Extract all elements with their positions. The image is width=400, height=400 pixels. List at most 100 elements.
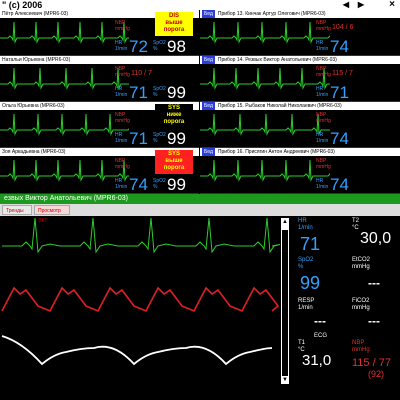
resp-waveform bbox=[1, 335, 273, 366]
nbp-label: NBP bbox=[115, 158, 126, 164]
resp-label: RESP bbox=[298, 298, 315, 304]
etco2-unit: mmHg bbox=[352, 264, 370, 270]
window-title-bar: " (c) 2006 ◀ ▶ × bbox=[0, 0, 400, 10]
bed-button[interactable]: Бед bbox=[202, 56, 215, 64]
hr-value: 74 bbox=[330, 175, 349, 194]
scroll-up-button[interactable]: ▲ bbox=[282, 219, 288, 225]
hr-unit: 1/min bbox=[316, 92, 329, 98]
alarm-text: порога bbox=[163, 119, 185, 125]
tab-trends[interactable]: Тренды bbox=[2, 205, 32, 215]
alarm-text: порога bbox=[163, 27, 185, 33]
spo2-value: 99 bbox=[167, 83, 186, 102]
hr-unit: 1/min bbox=[298, 225, 313, 231]
window-title: " (c) 2006 bbox=[2, 0, 43, 10]
hr-label: HR bbox=[316, 178, 324, 184]
hr-value: 72 bbox=[129, 37, 148, 56]
nbp-unit: mmHg bbox=[352, 347, 370, 353]
hr-unit: 1/min bbox=[115, 184, 128, 190]
spo2-value: 99 bbox=[300, 273, 321, 293]
nbp-label: NBP bbox=[115, 112, 126, 118]
tile-ecg-waveform bbox=[200, 67, 330, 90]
patient-tile[interactable]: Бед Прибор 16. Присягин Антон Андреевич (… bbox=[200, 148, 400, 194]
patient-name: Пётр Алексеевич (MPR6-03) bbox=[2, 11, 69, 17]
hr-value: 74 bbox=[330, 37, 349, 56]
tile-header: Ольга Юрьевна (MPR6-03) bbox=[0, 102, 199, 110]
patient-tile[interactable]: Натальи Юрьевна (MPR6-03) NBP mmHg 110 / 7 H… bbox=[0, 56, 199, 102]
etco2-label: EtCO2 bbox=[352, 257, 371, 263]
tile-ecg-waveform bbox=[200, 21, 330, 44]
fico2-unit: mmHg bbox=[352, 305, 370, 311]
t1-label: T1 bbox=[298, 340, 306, 346]
fico2-label: FiCO2 bbox=[352, 298, 370, 304]
hr-label: HR bbox=[316, 40, 324, 46]
parameter-scrollbar[interactable]: ▲ ▼ bbox=[281, 218, 289, 384]
bed-button[interactable]: Бед bbox=[202, 102, 215, 110]
patient-tile[interactable]: Пётр Алексеевич (MPR6-03) NBP mmHg HR 1/min 7… bbox=[0, 10, 199, 56]
nbp-label: NBP bbox=[115, 20, 126, 26]
alarm-text: порога bbox=[163, 165, 185, 171]
spo2-label: SpO2 bbox=[298, 257, 314, 263]
nbp-unit: mmHg bbox=[115, 164, 130, 170]
nbp-unit: mmHg bbox=[316, 26, 331, 32]
main-waveform-area bbox=[1, 217, 280, 366]
nbp-unit: mmHg bbox=[115, 26, 130, 32]
hr-value: 74 bbox=[330, 129, 349, 148]
hr-unit: 1/min bbox=[316, 184, 329, 190]
patient-name: Прибор 14. Резвых Виктор Анатольевич (MP… bbox=[217, 57, 337, 63]
nbp-mean: (92) bbox=[368, 369, 385, 379]
hr-label: HR bbox=[115, 132, 123, 138]
hr-value: 71 bbox=[330, 83, 349, 102]
patient-tile[interactable]: Бед Прибор 14. Резвых Виктор Анатольевич … bbox=[200, 56, 400, 102]
nbp-unit: mmHg bbox=[316, 118, 331, 124]
fico2-value: --- bbox=[368, 314, 380, 328]
scroll-left-button[interactable]: ◀ bbox=[342, 0, 350, 9]
tile-ecg-waveform bbox=[200, 113, 330, 136]
patient-name: Натальи Юрьевна (MPR6-03) bbox=[2, 57, 71, 63]
alarm-badge: SYS выше порога bbox=[155, 150, 193, 174]
etco2-value: --- bbox=[368, 276, 380, 290]
scroll-right-button[interactable]: ▶ bbox=[357, 0, 365, 9]
nbp-unit: mmHg bbox=[115, 118, 130, 124]
nbp-unit: mmHg bbox=[316, 72, 331, 78]
hr-label: HR bbox=[298, 218, 307, 224]
nbp-label: NBP bbox=[352, 340, 365, 346]
hr-value: 74 bbox=[129, 175, 148, 194]
ecg-label: ECG bbox=[314, 333, 328, 339]
spo2-label: SpO2 bbox=[153, 40, 166, 46]
patient-tile[interactable]: Бед Прибор 13. Кинчак Артур Олегович (MPR… bbox=[200, 10, 400, 56]
hr-label: HR bbox=[115, 40, 123, 46]
spo2-unit: % bbox=[298, 264, 304, 270]
patient-name: Прибор 13. Кинчак Артур Олегович (MPR6-0… bbox=[217, 11, 326, 17]
hr-value: 71 bbox=[129, 129, 148, 148]
nbp-label: NBP bbox=[316, 112, 327, 118]
tab-ecg-view[interactable]: Просмотр ЭКГ bbox=[34, 205, 70, 224]
spo2-value: 98 bbox=[167, 37, 186, 56]
patient-tile[interactable]: Ольга Юрьевна (MPR6-03) NBP mmHg HR 1/min 71 S… bbox=[0, 102, 199, 148]
hr-label: HR bbox=[115, 178, 123, 184]
spo2-value: 99 bbox=[167, 129, 186, 148]
scroll-down-button[interactable]: ▼ bbox=[282, 377, 288, 383]
patient-tile[interactable]: Бед Прибор 15. Рыбаков Николай Николаевич… bbox=[200, 102, 400, 148]
close-button[interactable]: × bbox=[389, 0, 395, 10]
alarm-text: SYS bbox=[167, 105, 180, 111]
alarm-text: ниже bbox=[166, 112, 182, 118]
alarm-text: SYS bbox=[167, 151, 180, 157]
patient-name: Ольга Юрьевна (MPR6-03) bbox=[2, 103, 65, 109]
patient-name: Прибор 15. Рыбаков Николай Николаевич (M… bbox=[217, 103, 342, 109]
patient-name: Прибор 16. Присягин Антон Андреевич (MPR… bbox=[217, 149, 335, 155]
hr-value: 71 bbox=[300, 234, 321, 254]
bed-button[interactable]: Бед bbox=[202, 10, 215, 18]
nbp-value: 115 / 77 bbox=[352, 357, 391, 369]
nbp-value: 104 / 6 bbox=[332, 24, 354, 31]
pleth-waveform bbox=[1, 286, 280, 313]
parameter-panel: HR 1/min 71 T2 °C 30,0 SpO2 % 99 EtCO2 m… bbox=[294, 216, 400, 400]
hr-label: HR bbox=[316, 86, 324, 92]
patient-tile[interactable]: Зоя Аркадьевна (MPR6-03) NBP mmHg HR 1/min 74… bbox=[0, 148, 199, 194]
spo2-label: SpO2 bbox=[153, 86, 166, 92]
bed-button[interactable]: Бед bbox=[202, 148, 215, 156]
tile-ecg-waveform bbox=[0, 159, 129, 182]
tile-ecg-waveform bbox=[0, 113, 129, 136]
resp-unit: 1/min bbox=[298, 305, 313, 311]
monitor-grid: Пётр Алексеевич (MPR6-03) NBP mmHg HR 1/min 7… bbox=[0, 10, 400, 194]
scroll-thumb[interactable] bbox=[282, 230, 288, 376]
